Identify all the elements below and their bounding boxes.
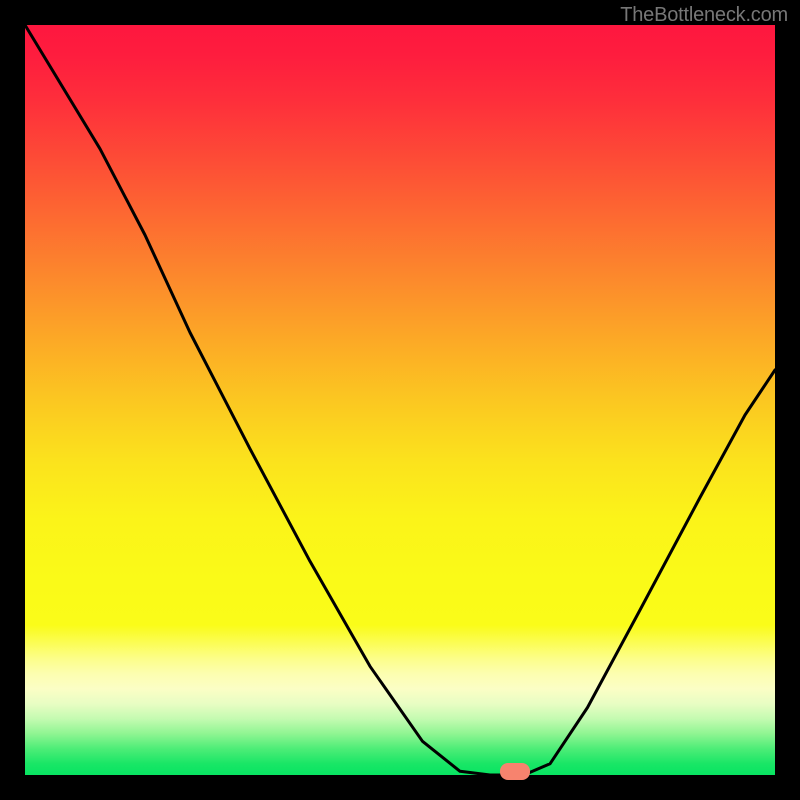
chart-svg <box>25 25 775 775</box>
watermark-text: TheBottleneck.com <box>620 4 788 27</box>
optimal-marker <box>500 763 530 780</box>
chart-outer-frame <box>0 0 800 800</box>
chart-plot-area <box>25 25 775 775</box>
